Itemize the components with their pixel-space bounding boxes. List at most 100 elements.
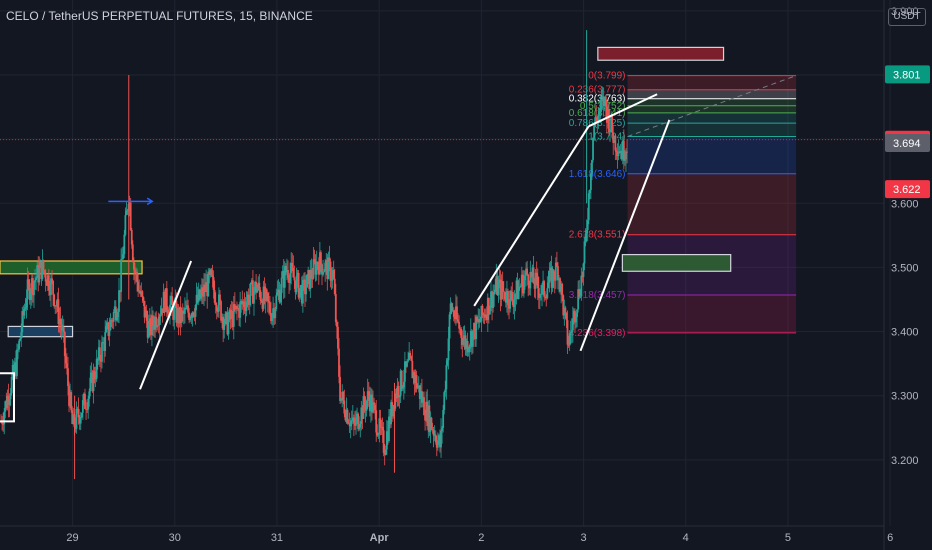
candle-body <box>210 269 213 276</box>
candle-body <box>74 426 77 429</box>
price-tick-label: 3.200 <box>891 455 919 467</box>
fib-band <box>627 75 797 90</box>
candle-body <box>252 280 254 304</box>
candle-body <box>395 393 398 399</box>
candle-body <box>533 283 536 289</box>
candle-body <box>52 280 55 295</box>
candle-body <box>325 260 328 263</box>
candle-body <box>445 365 448 390</box>
candle-body <box>245 301 248 311</box>
candle-body <box>91 372 94 392</box>
candle-body <box>503 291 506 300</box>
candle-body <box>186 305 188 309</box>
candle-body <box>237 308 239 310</box>
candle-body <box>566 320 569 345</box>
trend-line <box>139 260 193 390</box>
candle-body <box>341 391 344 399</box>
candle-body <box>69 392 72 407</box>
candle-body <box>496 276 499 296</box>
candle-body <box>530 272 533 278</box>
candle-body <box>526 268 529 275</box>
candle-body <box>102 342 104 343</box>
candle-body <box>276 292 279 296</box>
candle-body <box>487 297 490 315</box>
candle-body <box>380 426 383 428</box>
candle-body <box>45 281 48 286</box>
candle-body <box>560 283 563 292</box>
candle-body <box>218 294 220 312</box>
candle-body <box>193 315 196 317</box>
candle-body <box>93 371 96 380</box>
candle-body <box>359 423 362 428</box>
candle-body <box>525 268 527 276</box>
candle-body <box>465 340 468 349</box>
candle-body <box>511 292 514 302</box>
candle-body <box>510 290 513 293</box>
candle-body <box>518 286 521 288</box>
candle-body <box>304 279 306 295</box>
candle-body <box>615 150 618 153</box>
candle-body <box>195 294 198 306</box>
candle-body <box>357 413 360 430</box>
candle-body <box>625 151 627 160</box>
candle-body <box>159 314 162 317</box>
candle-body <box>130 229 133 245</box>
fib-band <box>627 112 797 124</box>
price-label-tag <box>885 180 930 199</box>
fib-level-label: 2.618(3.551) <box>569 230 626 241</box>
candle-body <box>355 417 357 426</box>
candle-body <box>117 311 119 318</box>
candle-body <box>136 271 138 282</box>
candle-body <box>151 315 153 336</box>
candle-body <box>129 202 132 230</box>
candle-body <box>582 263 585 278</box>
candle-body <box>96 358 99 361</box>
price-zone <box>597 46 725 61</box>
candle-body <box>499 279 502 300</box>
candle-body <box>173 305 176 320</box>
candle-body <box>145 310 148 321</box>
candle-body <box>540 294 542 296</box>
candle-body <box>593 125 595 138</box>
price-unit-badge[interactable]: USDT <box>888 8 926 26</box>
candle-body <box>550 267 553 288</box>
candle-body <box>577 289 580 310</box>
fib-level-label: 1(3.704) <box>588 132 625 143</box>
candle-body <box>575 316 577 323</box>
candle-body <box>39 261 42 268</box>
candle-body <box>27 279 30 284</box>
price-label-text: 3.694 <box>893 138 921 150</box>
candle-body <box>388 416 390 441</box>
candle-body <box>219 294 221 302</box>
time-tick-label: 30 <box>169 532 181 544</box>
fib-band <box>627 98 797 106</box>
candle-body <box>64 356 67 364</box>
candle-body <box>469 330 472 346</box>
candle-body <box>28 283 31 301</box>
candle-body <box>610 116 612 130</box>
candle-body <box>104 332 107 351</box>
candle-body <box>100 359 102 362</box>
candle-body <box>292 268 295 278</box>
candle-body <box>256 288 259 293</box>
candle-body <box>279 293 282 303</box>
candle-body <box>128 202 131 204</box>
candle-body <box>608 109 610 133</box>
fib-level-label: 0.382(3.763) <box>569 94 626 105</box>
candle-body <box>62 327 65 333</box>
candle-body <box>412 372 415 379</box>
candle-body <box>299 285 302 289</box>
candle-body <box>620 150 623 160</box>
candle-body <box>310 269 313 279</box>
fib-band <box>627 105 797 113</box>
candle-body <box>164 288 167 313</box>
candle-body <box>175 301 178 323</box>
candle-body <box>66 363 68 369</box>
candle-body <box>286 270 288 273</box>
candle-body <box>253 290 255 304</box>
fib-level-label: 1.618(3.646) <box>569 169 626 180</box>
candle-body <box>385 431 388 450</box>
candle-body <box>105 326 108 333</box>
candle-body <box>352 417 355 424</box>
